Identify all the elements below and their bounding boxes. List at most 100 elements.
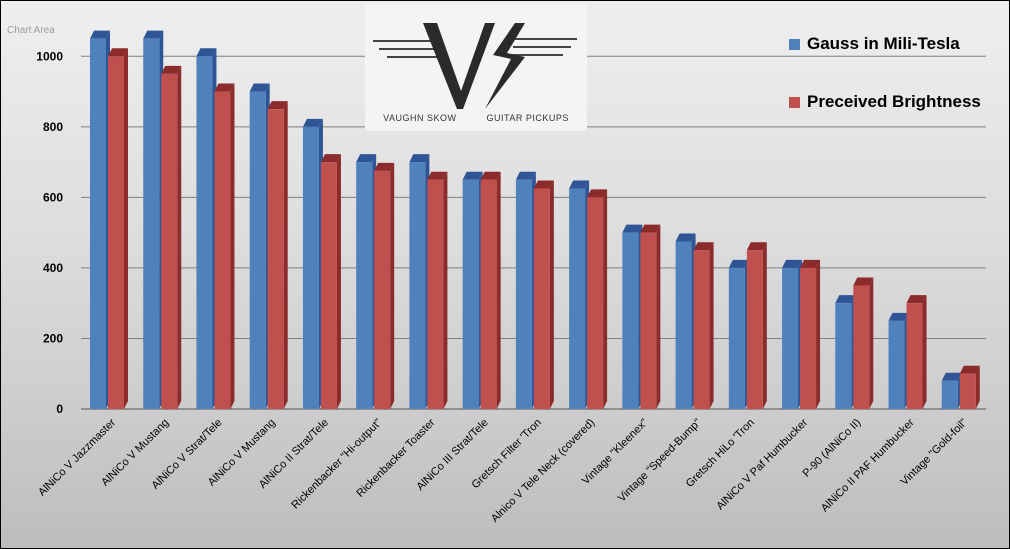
bar-brightness	[427, 179, 444, 409]
legend-item-gauss: Gauss in Mili-Tesla	[789, 15, 1004, 73]
bar-brightness	[587, 197, 604, 409]
legend-swatch-brightness	[789, 96, 800, 108]
logo-text: VAUGHN SKOW GUITAR PICKUPS	[365, 113, 587, 123]
bar-brightness-side	[443, 171, 448, 409]
bar-gauss-top	[728, 259, 749, 268]
x-tick-label: AlNiCo II PAF Humbucker	[819, 416, 917, 514]
bar-brightness-side	[709, 242, 714, 409]
bar-brightness	[800, 267, 817, 409]
bar-gauss-top	[835, 295, 856, 304]
bar-brightness-top	[800, 259, 821, 268]
bar-brightness-side	[390, 162, 395, 409]
bar-gauss	[356, 162, 373, 409]
bar-brightness-side	[283, 101, 288, 409]
vaughn-skow-logo: VAUGHN SKOW GUITAR PICKUPS	[365, 5, 587, 131]
bar-brightness-top	[587, 189, 608, 198]
bar-brightness-top	[746, 242, 767, 251]
y-tick-label: 800	[43, 120, 63, 134]
bar-brightness-side	[922, 295, 927, 409]
logo-text-left: VAUGHN SKOW	[383, 113, 457, 123]
bar-brightness-side	[816, 259, 821, 409]
bar-brightness-side	[230, 83, 235, 409]
bar-brightness	[374, 170, 391, 409]
bar-brightness-top	[906, 295, 927, 304]
bar-gauss-top	[249, 83, 270, 92]
bar-gauss-top	[302, 118, 323, 127]
legend-label-brightness: Preceived Brightness	[807, 92, 981, 111]
bar-gauss	[302, 126, 319, 410]
bar-brightness-top	[640, 224, 661, 233]
bar-brightness	[906, 303, 923, 409]
bar-brightness	[108, 56, 124, 409]
bar-gauss	[835, 303, 852, 409]
bar-brightness-top	[959, 365, 980, 374]
bar-gauss	[622, 232, 639, 409]
bar-brightness-top	[853, 277, 874, 286]
bar-brightness	[959, 373, 976, 409]
legend: Gauss in Mili-Tesla Preceived Brightness	[789, 15, 1004, 131]
bar-gauss-top	[143, 30, 164, 39]
bar-brightness-side	[762, 242, 767, 409]
bar-gauss-top	[675, 233, 696, 242]
bar-gauss-top	[90, 30, 110, 39]
bar-brightness-side	[975, 365, 980, 409]
bar-brightness-top	[533, 180, 554, 189]
bar-brightness	[693, 250, 710, 409]
bar-gauss	[728, 267, 745, 409]
bar-gauss	[409, 162, 426, 409]
bar-gauss	[675, 241, 692, 409]
bar-brightness-side	[177, 65, 182, 409]
bar-gauss	[569, 188, 586, 409]
bar-brightness-top	[320, 154, 341, 163]
legend-item-brightness: Preceived Brightness	[789, 73, 1004, 131]
y-tick-label: 200	[43, 331, 63, 345]
x-tick-label: AlNiCo V Paf Humbucker	[714, 416, 810, 512]
bar-gauss-top	[941, 372, 962, 381]
y-tick-label: 0	[56, 402, 63, 416]
bar-brightness	[267, 109, 284, 409]
bar-brightness-top	[161, 65, 182, 74]
legend-swatch-gauss	[789, 38, 800, 50]
chart-area-label: Chart Area	[7, 25, 55, 36]
bar-brightness-side	[336, 154, 341, 409]
bar-brightness	[161, 73, 178, 409]
vs-logo-icon	[373, 23, 577, 109]
y-tick-label: 600	[43, 190, 63, 204]
bar-gauss-top	[196, 48, 217, 57]
logo-text-right: GUITAR PICKUPS	[486, 113, 569, 123]
bar-gauss-top	[622, 224, 643, 233]
x-tick-label: Rickenbacker "Hi-output"	[289, 417, 384, 512]
bar-brightness	[480, 179, 497, 409]
bar-brightness	[853, 285, 870, 409]
legend-label-gauss: Gauss in Mili-Tesla	[807, 34, 960, 53]
y-tick-label: 1000	[36, 49, 63, 63]
bar-gauss-top	[782, 259, 803, 268]
y-tick-label: 400	[43, 261, 63, 275]
bar-gauss	[196, 56, 213, 409]
bar-brightness	[320, 162, 337, 409]
bar-brightness-side	[656, 224, 661, 409]
bar-brightness-top	[480, 171, 501, 180]
bar-brightness	[640, 232, 657, 409]
bar-brightness	[214, 91, 231, 409]
bar-gauss	[782, 267, 799, 409]
bar-brightness	[746, 250, 763, 409]
bar-brightness-top	[108, 48, 128, 57]
bar-gauss	[249, 91, 266, 409]
bar-gauss-top	[888, 312, 909, 321]
bar-gauss-top	[409, 154, 430, 163]
bar-brightness	[533, 188, 550, 409]
bar-gauss-top	[569, 180, 590, 189]
bar-brightness-top	[267, 101, 288, 110]
bar-brightness-side	[603, 189, 608, 409]
bar-brightness-side	[549, 180, 554, 409]
bar-gauss	[941, 380, 958, 409]
x-tick-label: Alnico V Tele Neck (covered)	[489, 417, 597, 525]
bar-brightness-top	[693, 242, 714, 251]
bar-gauss	[515, 179, 532, 409]
bar-gauss	[90, 38, 106, 410]
bar-gauss	[888, 320, 905, 409]
bar-gauss-top	[462, 171, 483, 180]
